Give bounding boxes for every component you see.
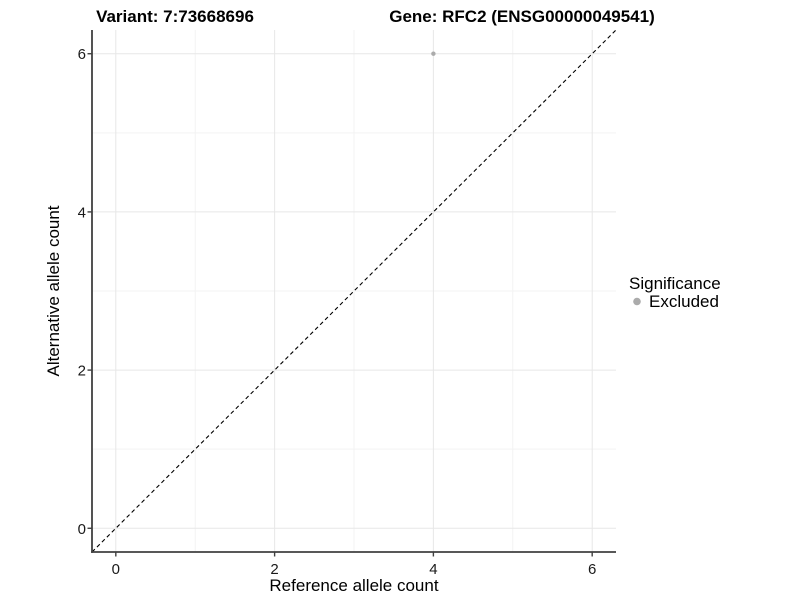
- x-tick-label-6: 6: [588, 561, 596, 578]
- y-tick-label-0: 0: [78, 521, 86, 538]
- legend-entry-excluded: Excluded: [649, 292, 719, 311]
- legend-title: Significance: [629, 274, 721, 293]
- x-tick-label-4: 4: [429, 561, 437, 578]
- x-axis-title: Reference allele count: [269, 576, 438, 595]
- y-tick-label-2: 2: [78, 363, 86, 380]
- axis-lines-layer: [91, 30, 616, 553]
- axis-tick-labels-layer: 0 2 4 6 0 2 4 6: [78, 46, 597, 578]
- y-axis-title: Alternative allele count: [44, 205, 63, 376]
- legend-marker-excluded-icon: [633, 297, 641, 306]
- identity-dashed-line: [91, 29, 617, 553]
- legend: Significance Excluded: [629, 274, 721, 311]
- y-tick-label-4: 4: [78, 204, 86, 221]
- gene-title: Gene: RFC2 (ENSG00000049541): [389, 7, 655, 26]
- identity-reference-line-layer: [91, 29, 617, 553]
- gridlines-major: [92, 30, 616, 552]
- x-tick-label-0: 0: [112, 561, 120, 578]
- x-tick-label-2: 2: [270, 561, 278, 578]
- y-tick-label-6: 6: [78, 46, 86, 63]
- data-point-excluded-4-6: [431, 51, 436, 56]
- gridlines-minor: [92, 30, 616, 552]
- variant-title: Variant: 7:73668696: [96, 7, 254, 26]
- data-points-layer: [431, 51, 436, 56]
- axis-ticks-layer: [87, 53, 593, 557]
